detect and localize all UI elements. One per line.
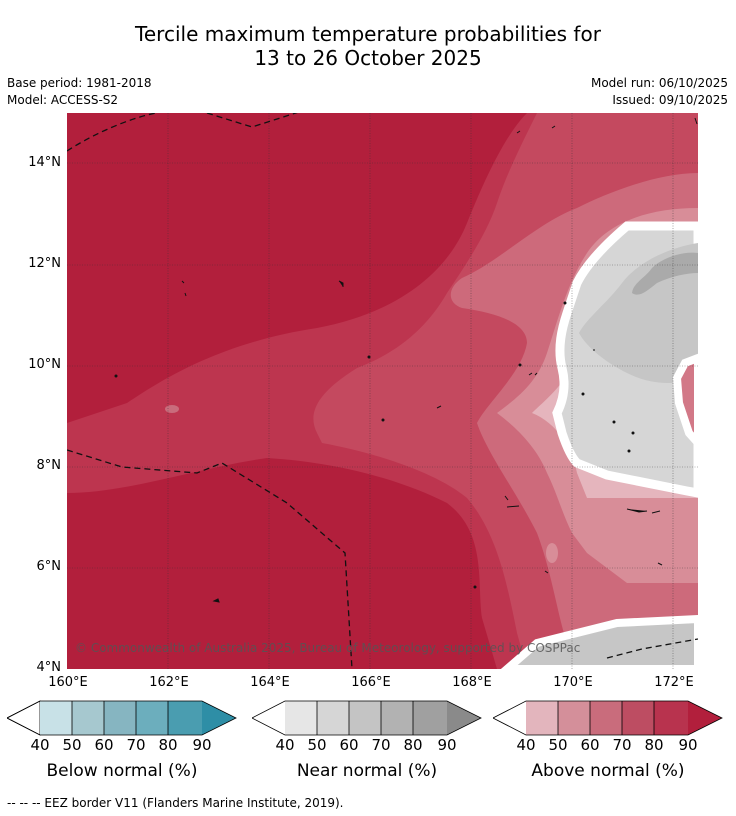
- tick-70: 70: [371, 736, 391, 754]
- lon-label-164: 164°E: [250, 675, 290, 690]
- region-above-inset: [672, 353, 698, 449]
- map-title: Tercile maximum temperature probabilitie…: [0, 22, 736, 70]
- base-period: Base period: 1981-2018: [7, 76, 152, 90]
- tick-80: 80: [644, 736, 664, 754]
- region-near-south: [500, 614, 698, 669]
- colorbar-segment-2: [317, 701, 349, 735]
- colorbar-segment-4: [381, 701, 413, 735]
- issued-date: Issued: 09/10/2025: [612, 93, 728, 107]
- colorbar-segment-6: [202, 701, 236, 735]
- tick-50: 50: [62, 736, 82, 754]
- lon-label-168: 168°E: [452, 675, 492, 690]
- probability-map[interactable]: [67, 113, 698, 669]
- lat-label-12: 12°N: [28, 256, 61, 271]
- colorbar-segment-5: [168, 701, 202, 735]
- legend-title-above: Above normal (%): [531, 761, 685, 781]
- lat-label-8: 8°N: [36, 458, 62, 473]
- eez-borders: [67, 113, 698, 669]
- lon-label-170: 170°E: [553, 675, 593, 690]
- colorbar-segment-3: [590, 701, 622, 735]
- model-name: Model: ACCESS-S2: [7, 93, 119, 107]
- colorbar-segment-3: [349, 701, 381, 735]
- lat-label-14: 14°N: [28, 155, 61, 170]
- legend-title-near: Near normal (%): [296, 761, 438, 781]
- meta-right: Model run: 06/10/2025 Issued: 09/10/2025: [591, 75, 728, 109]
- legend-near-normal: 40 50 60 70 80 90: [252, 700, 482, 756]
- lat-label-4: 4°N: [36, 660, 62, 675]
- pale-patch-2: [165, 405, 179, 413]
- pale-patch: [546, 543, 558, 563]
- meta-left: Base period: 1981-2018 Model: ACCESS-S2: [7, 75, 152, 109]
- lon-label-162: 162°E: [149, 675, 189, 690]
- colorbar-segment-0: [252, 701, 285, 735]
- islands: [114, 117, 698, 603]
- colorbar-segment-4: [622, 701, 654, 735]
- colorbar-near: [252, 700, 482, 736]
- tick-40: 40: [30, 736, 50, 754]
- graticule: [67, 113, 698, 669]
- colorbar-segment-3: [104, 701, 136, 735]
- colorbar-segment-1: [40, 701, 72, 735]
- tick-60: 60: [339, 736, 359, 754]
- legend-below-normal: 40 50 60 70 80 90: [7, 700, 237, 756]
- tick-80: 80: [158, 736, 178, 754]
- tick-90: 90: [437, 736, 457, 754]
- colorbar-below: [7, 700, 237, 736]
- colorbar-segment-2: [558, 701, 590, 735]
- colorbar-segment-5: [413, 701, 447, 735]
- colorbar-segment-0: [493, 701, 526, 735]
- lon-label-166: 166°E: [351, 675, 391, 690]
- tick-40: 40: [516, 736, 536, 754]
- title-line-2: 13 to 26 October 2025: [254, 46, 482, 70]
- tick-50: 50: [548, 736, 568, 754]
- tick-90: 90: [678, 736, 698, 754]
- tick-60: 60: [580, 736, 600, 754]
- colorbar-segment-5: [654, 701, 688, 735]
- region-near-60: [632, 252, 698, 295]
- colorbar-segment-1: [526, 701, 558, 735]
- lat-label-6: 6°N: [36, 559, 62, 574]
- copyright-notice: © Commonwealth of Australia 2025, Bureau…: [75, 641, 581, 655]
- tick-70: 70: [126, 736, 146, 754]
- lon-label-172: 172°E: [654, 675, 694, 690]
- eez-footer-note: -- -- -- EEZ border V11 (Flanders Marine…: [7, 796, 344, 810]
- tick-60: 60: [94, 736, 114, 754]
- colorbar-above: [493, 700, 723, 736]
- tick-90: 90: [192, 736, 212, 754]
- tick-50: 50: [307, 736, 327, 754]
- model-run: Model run: 06/10/2025: [590, 76, 728, 90]
- colorbar-segment-2: [72, 701, 104, 735]
- tick-40: 40: [275, 736, 295, 754]
- colorbar-segment-0: [7, 700, 41, 736]
- tick-80: 80: [403, 736, 423, 754]
- legend-above-normal: 40 50 60 70 80 90: [493, 700, 723, 756]
- colorbar-segment-1: [285, 701, 317, 735]
- title-line-1: Tercile maximum temperature probabilitie…: [135, 22, 601, 46]
- colorbar-segment-4: [136, 701, 168, 735]
- tick-70: 70: [612, 736, 632, 754]
- lat-label-10: 10°N: [28, 357, 61, 372]
- legend-title-below: Below normal (%): [46, 761, 198, 781]
- colorbar-segment-6: [688, 701, 722, 735]
- colorbar-segment-6: [447, 701, 481, 735]
- lon-label-160: 160°E: [48, 675, 88, 690]
